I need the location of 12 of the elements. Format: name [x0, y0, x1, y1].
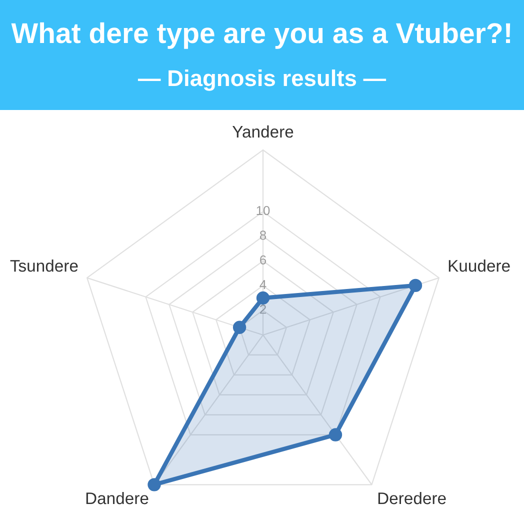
spoke-label: Yandere — [232, 125, 294, 138]
y-tick-label: 6 — [260, 255, 266, 264]
y-tick-label: 2 — [260, 304, 266, 314]
chart-subtitle: — Diagnosis results — — [138, 69, 386, 91]
spoke-label: Dandere — [86, 492, 148, 504]
y-tick-label: 10 — [256, 206, 270, 216]
spoke-label: Kuudere — [448, 260, 510, 272]
spoke-label: Deredere — [378, 492, 446, 504]
y-tick-label: 4 — [260, 280, 266, 290]
chart-title: What dere type are you as a Vtuber?! — [11, 22, 510, 49]
spoke-label: Tsundere — [10, 260, 78, 272]
y-tick-label: 8 — [260, 230, 266, 240]
